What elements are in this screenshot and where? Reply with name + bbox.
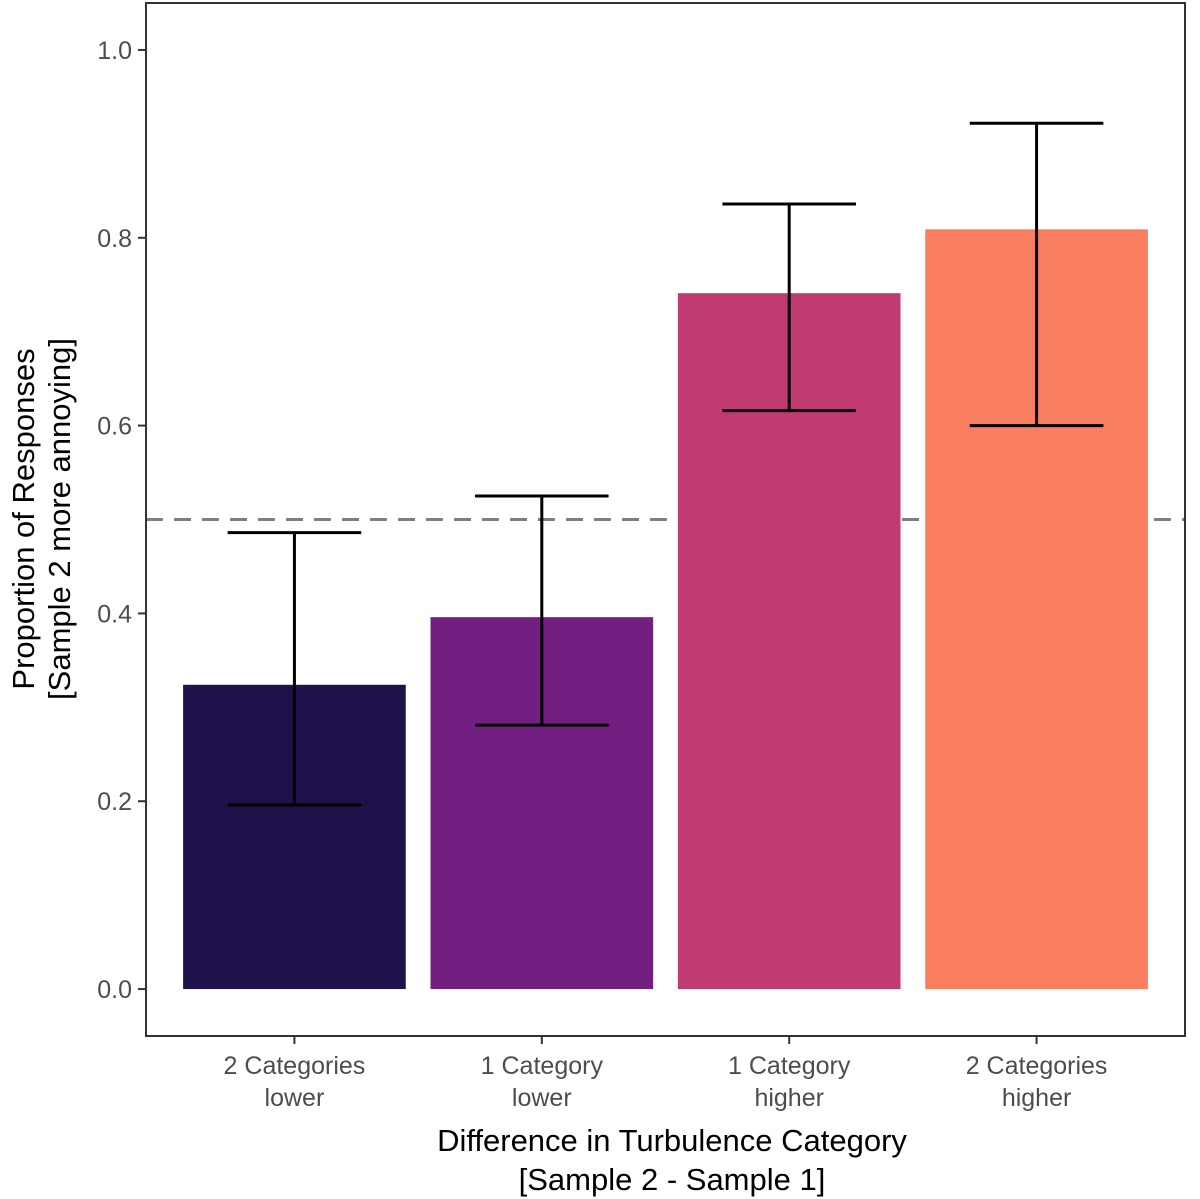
error-bar-1 (227, 531, 362, 807)
y-tick-label: 0.2 (97, 788, 132, 816)
x-tick-label: 1 Category (481, 1052, 604, 1080)
x-tick-label: 2 Categories (224, 1052, 366, 1080)
error-bar-2 (475, 494, 609, 727)
x-tick-label: higher (754, 1084, 824, 1112)
x-tick-label: 1 Category (728, 1052, 851, 1080)
x-tick-label: 2 Categories (966, 1052, 1108, 1080)
y-axis-title-line-1: Proportion of Responses (6, 348, 41, 689)
x-axis-title-line-2: [Sample 2 - Sample 1] (519, 1162, 826, 1197)
y-tick-label: 0.6 (97, 413, 132, 441)
y-tick-label: 0.0 (97, 976, 132, 1004)
x-axis-title-line-1: Difference in Turbulence Category (437, 1123, 907, 1158)
y-tick-label: 0.4 (97, 600, 132, 628)
error-bar-3 (722, 202, 856, 413)
y-tick-label: 0.8 (97, 225, 132, 253)
plot-panel-border (145, 2, 1186, 1037)
y-tick-label: 1.0 (97, 37, 132, 65)
x-tick-label: higher (1002, 1084, 1072, 1112)
error-bar-4 (969, 121, 1104, 428)
y-axis-title-line-2: [Sample 2 more annoying] (42, 338, 77, 700)
x-tick-label: lower (512, 1084, 572, 1112)
x-tick-label: lower (265, 1084, 325, 1112)
